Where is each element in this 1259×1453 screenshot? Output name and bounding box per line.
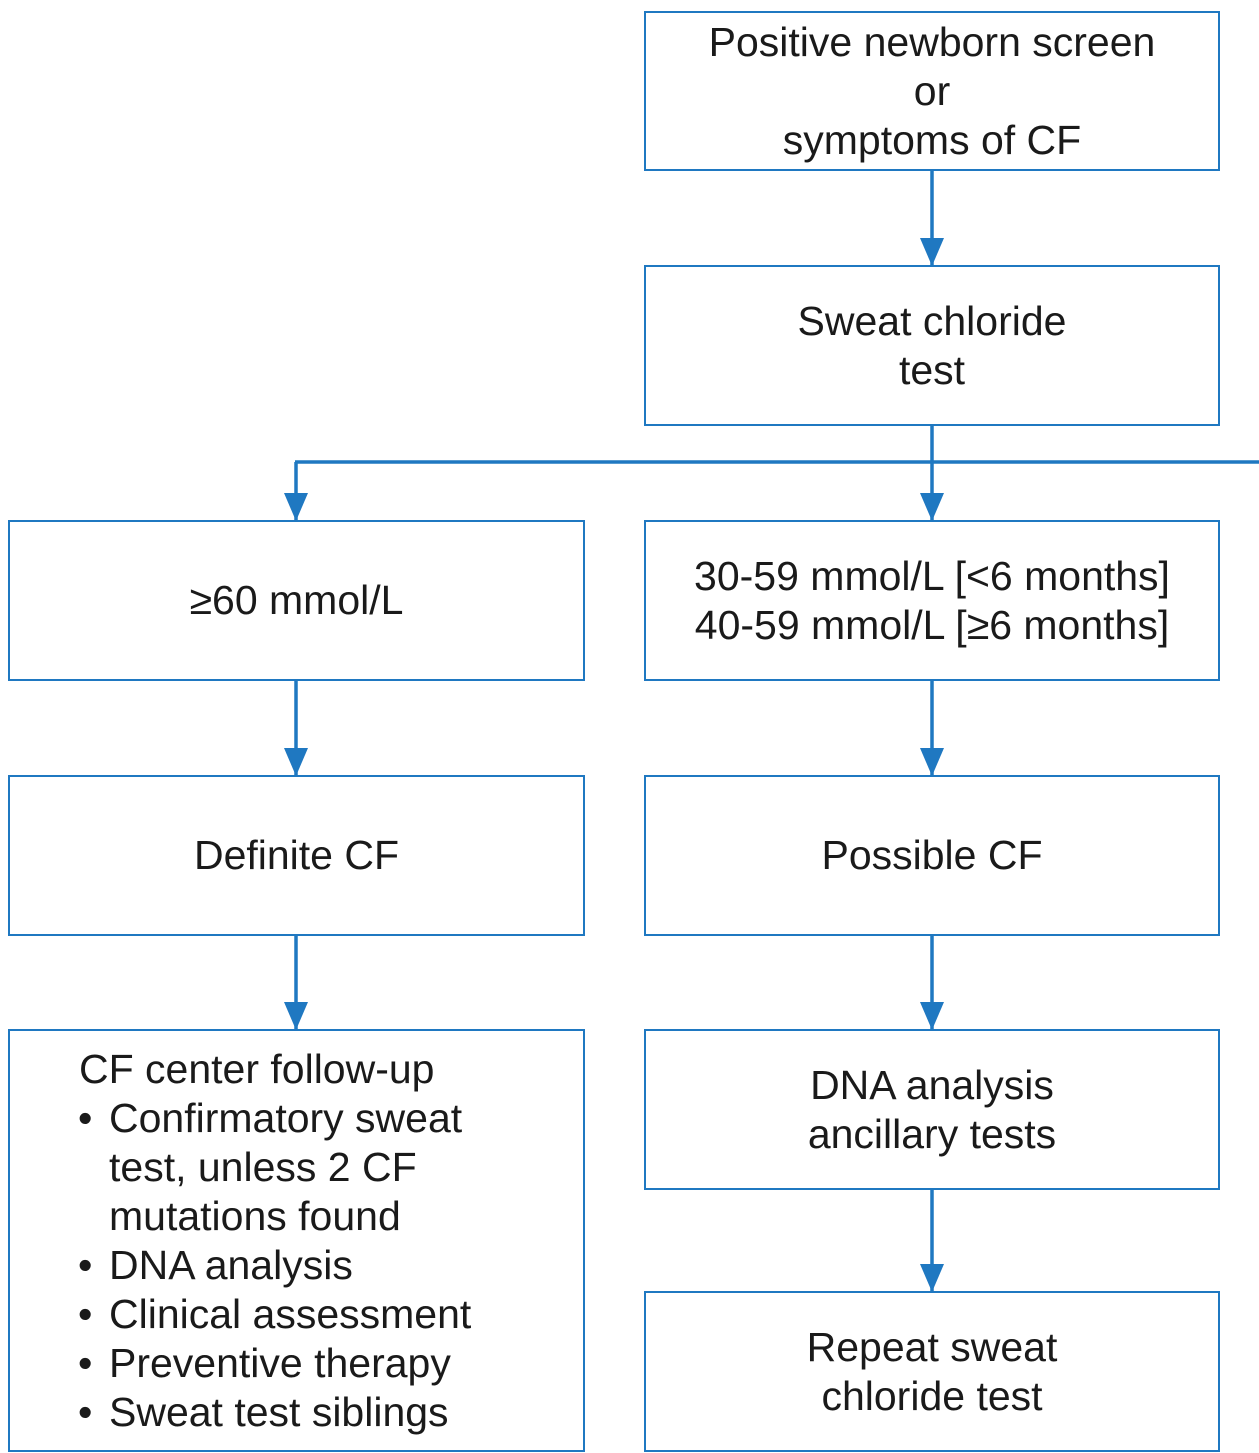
list-item-line: Confirmatory sweat xyxy=(109,1095,463,1141)
node-dna-analysis-line: ancillary tests xyxy=(807,1110,1057,1157)
node-repeat-sweat-line: Repeat sweat xyxy=(806,1323,1058,1370)
list-item-line: test, unless 2 CF xyxy=(109,1144,417,1190)
node-possible-cf: Possible CF xyxy=(644,775,1220,936)
list-item-line: DNA analysis xyxy=(109,1242,353,1288)
list-item-line: Sweat test siblings xyxy=(109,1389,449,1435)
node-dna-analysis-line: DNA analysis xyxy=(810,1061,1054,1108)
list-item: Preventive therapy xyxy=(76,1339,471,1388)
list-item-line: mutations found xyxy=(109,1193,401,1239)
node-definite-cf-line: Definite CF xyxy=(193,832,400,878)
node-cf-center-follow-up: CF center follow-up Confirmatory sweat t… xyxy=(8,1029,585,1452)
list-item: Sweat test siblings xyxy=(76,1388,471,1437)
node-start: Positive newborn screen or symptoms of C… xyxy=(644,11,1220,171)
node-start-line: symptoms of CF xyxy=(782,116,1082,163)
node-sweat-test-line: test xyxy=(898,346,966,393)
node-sweat-chloride-test: Sweat chloride test xyxy=(644,265,1220,426)
list-item: DNA analysis xyxy=(76,1241,471,1290)
node-high-result: ≥60 mmol/L xyxy=(8,520,585,681)
node-intermediate-result: 30-59 mmol/L [<6 months] 40-59 mmol/L [≥… xyxy=(644,520,1220,681)
node-start-line: or xyxy=(913,67,951,114)
node-dna-analysis: DNA analysis ancillary tests xyxy=(644,1029,1220,1190)
list-item-line: Preventive therapy xyxy=(109,1340,451,1386)
node-repeat-sweat-line: chloride test xyxy=(821,1372,1043,1419)
node-high-result-line: ≥60 mmol/L xyxy=(189,577,404,623)
node-intermediate-result-line: 40-59 mmol/L [≥6 months] xyxy=(694,601,1170,648)
cf-center-heading: CF center follow-up xyxy=(79,1046,435,1092)
node-intermediate-result-line: 30-59 mmol/L [<6 months] xyxy=(694,552,1170,599)
list-item-line: Clinical assessment xyxy=(109,1291,472,1337)
cf-center-list: Confirmatory sweat test, unless 2 CF mut… xyxy=(76,1094,471,1437)
node-possible-cf-line: Possible CF xyxy=(821,832,1043,878)
list-item: Clinical assessment xyxy=(76,1290,471,1339)
node-sweat-test-line: Sweat chloride xyxy=(797,297,1067,344)
node-repeat-sweat-test: Repeat sweat chloride test xyxy=(644,1291,1220,1452)
node-definite-cf: Definite CF xyxy=(8,775,585,936)
list-item: Confirmatory sweat test, unless 2 CF mut… xyxy=(76,1094,471,1241)
node-start-line: Positive newborn screen xyxy=(708,18,1156,65)
